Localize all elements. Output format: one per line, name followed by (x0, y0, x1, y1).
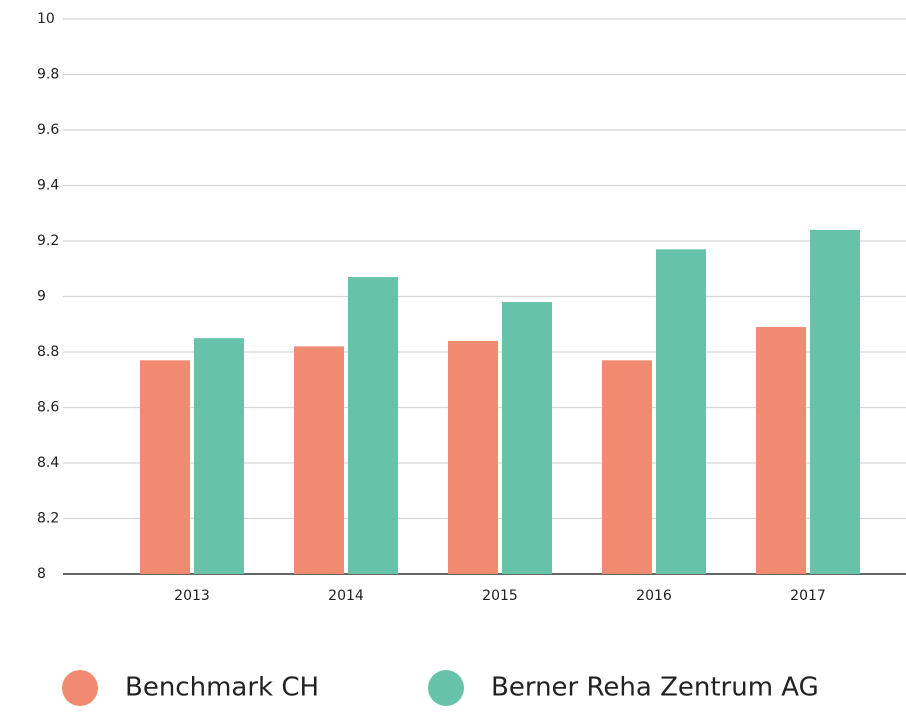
bar (502, 302, 552, 574)
y-tick-label: 9.2 (37, 233, 59, 249)
legend-swatch (428, 670, 464, 706)
y-tick-label: 9.8 (37, 67, 59, 83)
bar (602, 360, 652, 574)
legend-label: Berner Reha Zentrum AG (491, 673, 819, 703)
bar (448, 340, 498, 574)
y-tick-label: 8 (37, 566, 46, 582)
legend-swatch (62, 670, 98, 706)
bar (294, 346, 344, 574)
bar (810, 229, 860, 574)
y-tick-label: 8.4 (37, 455, 59, 471)
bar (656, 249, 706, 574)
x-tick-label: 2015 (482, 588, 518, 604)
bar (348, 277, 398, 574)
bar (756, 327, 806, 574)
y-tick-label: 10 (37, 11, 55, 27)
bar (140, 360, 190, 574)
y-tick-label: 8.6 (37, 400, 59, 416)
y-tick-label: 8.2 (37, 511, 59, 527)
x-tick-label: 2013 (174, 588, 210, 604)
x-tick-label: 2014 (328, 588, 364, 604)
bar (194, 338, 244, 574)
y-tick-label: 9 (37, 289, 46, 305)
x-tick-label: 2016 (636, 588, 672, 604)
y-tick-label: 9.4 (37, 178, 59, 194)
y-tick-label: 8.8 (37, 344, 59, 360)
y-tick-label: 9.6 (37, 122, 59, 138)
x-tick-label: 2017 (790, 588, 826, 604)
legend-label: Benchmark CH (125, 673, 319, 703)
